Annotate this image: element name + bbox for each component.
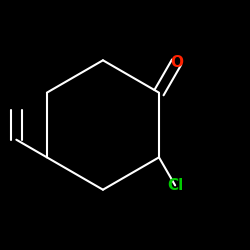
Text: O: O	[170, 54, 183, 70]
Text: Cl: Cl	[167, 178, 183, 193]
